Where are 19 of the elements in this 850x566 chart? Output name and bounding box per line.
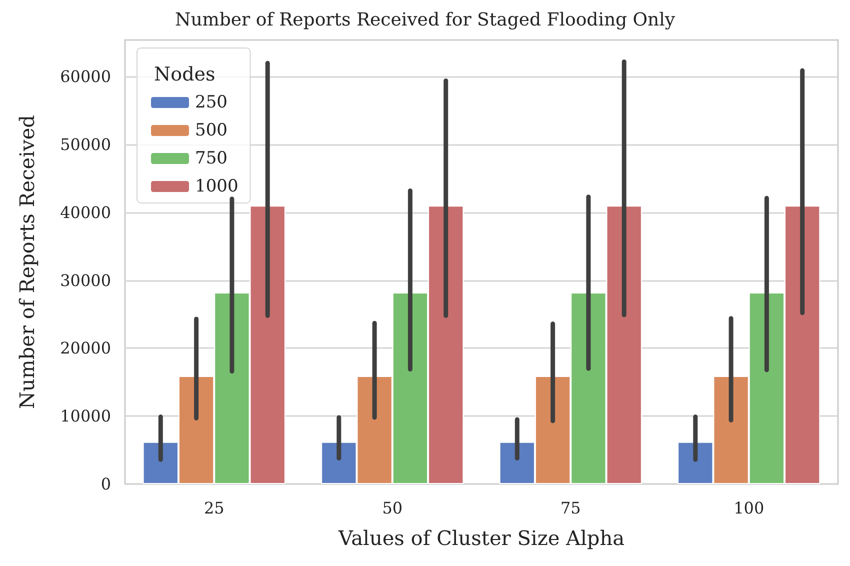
legend-label: 750 bbox=[195, 148, 228, 168]
chart-title: Number of Reports Received for Staged Flooding Only bbox=[174, 10, 676, 30]
x-tick-label: 75 bbox=[560, 498, 581, 518]
x-axis-title: Values of Cluster Size Alpha bbox=[338, 526, 625, 550]
legend-label: 250 bbox=[195, 92, 228, 112]
legend-title: Nodes bbox=[154, 64, 216, 86]
legend-label: 1000 bbox=[195, 176, 238, 196]
x-tick-label: 25 bbox=[204, 498, 224, 518]
y-axis-title: Number of Reports Received bbox=[15, 114, 39, 409]
y-tick-label: 30000 bbox=[60, 270, 111, 290]
y-tick-label: 20000 bbox=[60, 338, 111, 358]
y-tick-label: 0 bbox=[100, 474, 111, 494]
y-tick-label: 10000 bbox=[60, 406, 111, 426]
y-tick-label: 40000 bbox=[60, 202, 111, 222]
x-tick-label: 50 bbox=[382, 498, 403, 518]
y-tick-label: 60000 bbox=[60, 67, 111, 86]
legend-label: 500 bbox=[195, 120, 228, 140]
x-tick-label: 100 bbox=[734, 498, 764, 518]
y-tick-label: 50000 bbox=[60, 135, 111, 154]
